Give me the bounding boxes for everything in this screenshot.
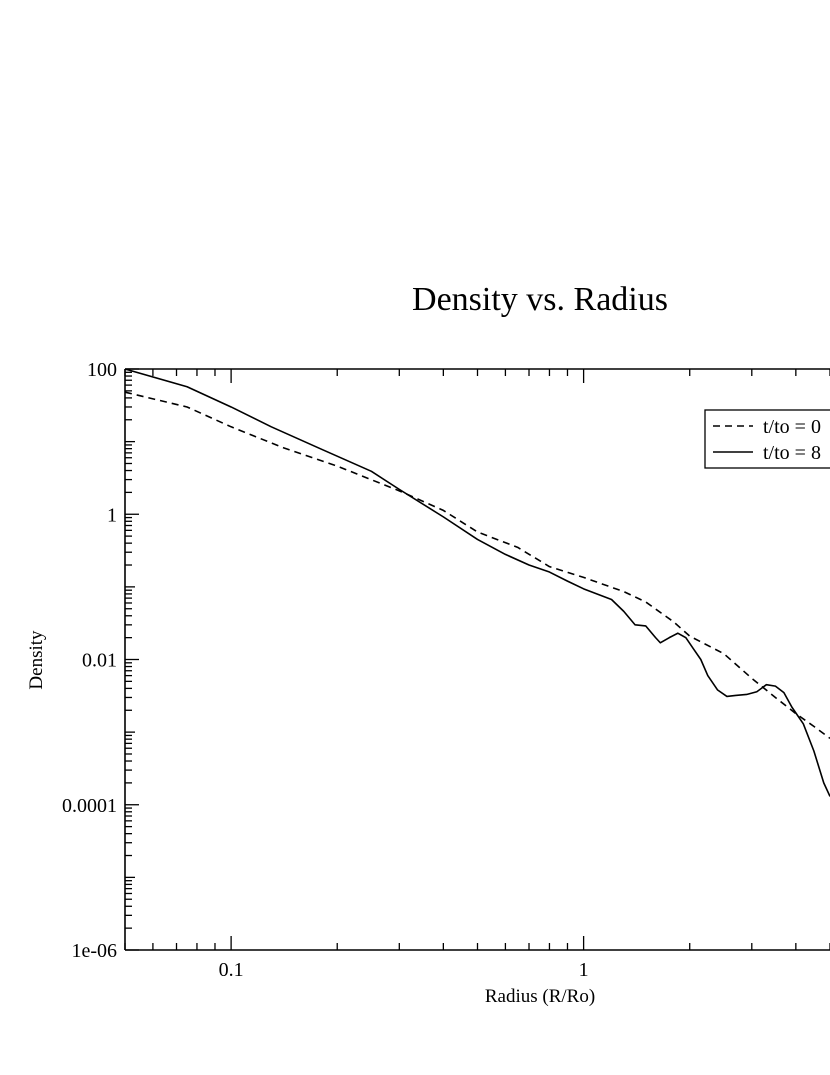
x-axis-label: Radius (R/Ro) — [485, 986, 595, 1007]
series-line-2 — [125, 369, 830, 797]
legend-box — [704, 409, 830, 469]
series-group — [125, 369, 830, 797]
y-tick-label: 0.01 — [82, 650, 117, 672]
y-tick-label: 1 — [107, 504, 117, 526]
legend-label-2: t/to = 8 — [763, 442, 821, 464]
y-tick-label: 100 — [87, 359, 117, 381]
chart-title: Density vs. Radius — [412, 281, 668, 318]
legend-label-1: t/to = 0 — [763, 416, 821, 438]
x-tick-label: 1 — [579, 959, 589, 981]
y-tick-label: 0.0001 — [62, 795, 117, 817]
y-tick-label: 1e-06 — [71, 940, 117, 962]
series-line-1 — [125, 391, 830, 740]
x-tick-label: 0.1 — [219, 959, 244, 981]
y-axis-label: Density — [26, 630, 47, 690]
